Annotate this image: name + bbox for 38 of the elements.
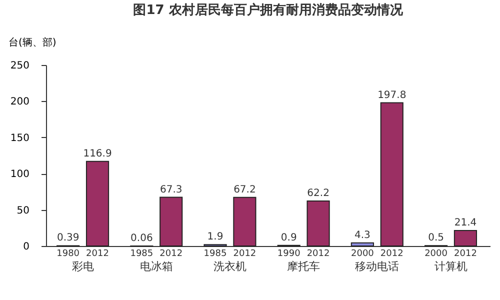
x-tick-label: 1985 <box>130 249 154 259</box>
text: 摩托车 <box>287 260 320 273</box>
x-tick-label: 2000 <box>350 249 374 259</box>
x-tick-label: 2012 <box>233 249 256 259</box>
y-tick-label: 250 <box>10 60 30 72</box>
x-tick-label: 1990 <box>277 249 301 259</box>
data-label: 62.2 <box>307 188 330 199</box>
x-tick-label: 1985 <box>204 249 227 259</box>
y-tick-label: 0 <box>23 242 30 252</box>
text: 电冰箱 <box>140 260 173 273</box>
data-label: 197.8 <box>378 90 406 101</box>
y-tick-label: 150 <box>10 132 30 144</box>
y-axis-title: 台(辆、部) <box>8 36 56 48</box>
data-label: 21.4 <box>454 218 477 229</box>
x-tick-label: 2000 <box>424 249 448 259</box>
text: 计算机 <box>434 260 468 273</box>
text: 洗衣机 <box>213 260 246 273</box>
text: 彩电 <box>72 260 94 273</box>
y-tick-label: 100 <box>10 169 30 180</box>
y-tick-label: 50 <box>16 205 30 216</box>
chart-title: 图17 农村居民每百户拥有耐用消费品变动情况 <box>133 2 404 18</box>
data-label: 0.5 <box>428 232 444 244</box>
data-label: 67.2 <box>234 184 256 196</box>
text: 移动电话 <box>355 260 400 273</box>
y-tick-label: 200 <box>10 96 30 108</box>
data-label: 1.9 <box>207 232 224 243</box>
data-label: 0.9 <box>280 232 297 244</box>
data-label: 0.06 <box>130 232 153 244</box>
data-label: 4.3 <box>354 230 370 241</box>
x-tick-label: 2012 <box>160 249 183 259</box>
x-tick-label: 2012 <box>306 249 330 259</box>
x-tick-label: 1980 <box>56 249 80 259</box>
x-tick-label: 2012 <box>86 249 109 259</box>
data-label: 116.9 <box>83 148 112 160</box>
x-tick-label: 2012 <box>454 249 477 259</box>
x-tick-label: 2012 <box>380 249 404 259</box>
data-label: 0.39 <box>56 232 80 244</box>
data-label: 67.3 <box>160 184 182 196</box>
